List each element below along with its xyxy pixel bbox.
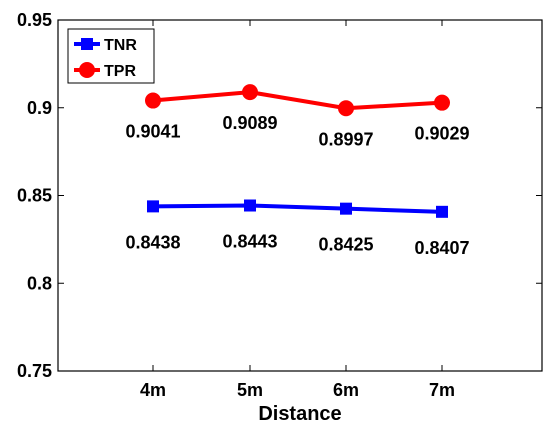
- y-axis: 0.75 0.8 0.85 0.9 0.95: [17, 10, 542, 381]
- series-line-tnr: [152, 203, 443, 214]
- x-axis: 4m 5m 6m 7m: [140, 20, 455, 400]
- data-label-tnr: 0.8438: [125, 232, 180, 252]
- data-label-tpr: 0.9089: [222, 113, 277, 133]
- data-label-tpr: 0.9041: [125, 122, 180, 142]
- series-tnr: 0.8438 0.8443 0.8425 0.8407: [125, 199, 470, 258]
- data-label-tnr: 0.8425: [318, 235, 373, 255]
- x-tick-label: 5m: [237, 380, 263, 400]
- legend-square-marker: [81, 38, 93, 50]
- data-point-tnr: [436, 205, 448, 218]
- x-tick-label: 4m: [140, 380, 166, 400]
- legend-label: TPR: [104, 63, 136, 80]
- legend-circle-marker: [79, 62, 95, 78]
- data-point-tpr: [242, 84, 258, 101]
- y-tick-label: 0.9: [27, 98, 52, 118]
- y-tick-label: 0.85: [17, 186, 52, 206]
- legend-item-tpr: TPR: [74, 62, 136, 80]
- series-layer: 0.8438 0.8443 0.8425 0.8407 0.9041 0.9089 0.89…: [125, 84, 470, 258]
- legend-item-tnr: TNR: [74, 37, 137, 54]
- data-point-tpr: [434, 94, 450, 111]
- data-point-tpr: [145, 92, 161, 109]
- legend-label: TNR: [104, 37, 137, 54]
- data-point-tnr: [147, 200, 159, 213]
- y-tick-label: 0.95: [17, 10, 52, 30]
- data-point-tnr: [340, 202, 352, 215]
- y-tick-label: 0.8: [27, 273, 52, 293]
- x-tick-label: 6m: [333, 380, 359, 400]
- data-point-tnr: [244, 199, 256, 212]
- data-label-tpr: 0.9029: [414, 124, 469, 144]
- data-label-tnr: 0.8443: [222, 232, 277, 252]
- x-tick-label: 7m: [429, 380, 455, 400]
- data-label-tpr: 0.8997: [318, 129, 373, 149]
- data-point-tpr: [338, 100, 354, 117]
- series-line-tpr: [152, 90, 443, 111]
- x-axis-label: Distance: [258, 403, 341, 425]
- series-tpr: 0.9041 0.9089 0.8997 0.9029: [125, 84, 470, 149]
- y-tick-label: 0.75: [17, 361, 52, 381]
- data-label-tnr: 0.8407: [414, 238, 469, 258]
- legend: TNR TPR: [67, 28, 155, 84]
